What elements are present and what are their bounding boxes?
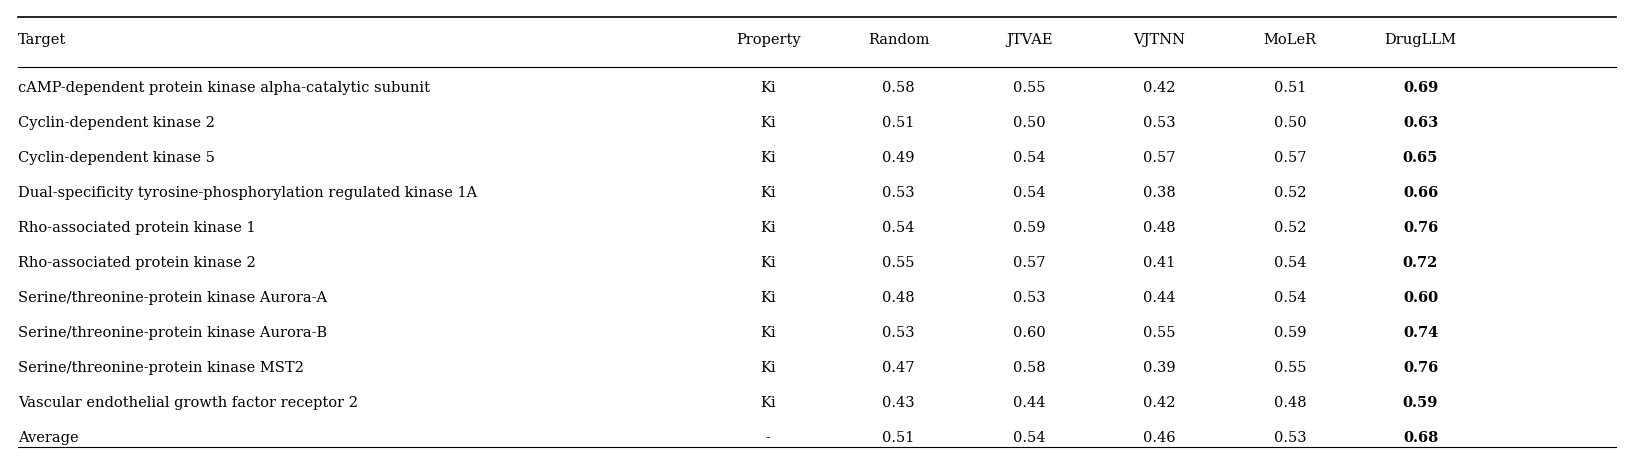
- Text: 0.57: 0.57: [1013, 256, 1046, 270]
- Text: Ki: Ki: [760, 361, 776, 375]
- Text: 0.72: 0.72: [1404, 256, 1438, 270]
- Text: -: -: [766, 431, 771, 445]
- Text: 0.51: 0.51: [882, 431, 915, 445]
- Text: VJTNN: VJTNN: [1134, 33, 1186, 47]
- Text: 0.66: 0.66: [1404, 186, 1438, 200]
- Text: 0.44: 0.44: [1144, 291, 1176, 305]
- Text: 0.59: 0.59: [1275, 326, 1306, 340]
- Text: 0.68: 0.68: [1404, 431, 1438, 445]
- Text: 0.55: 0.55: [882, 256, 915, 270]
- Text: cAMP-dependent protein kinase alpha-catalytic subunit: cAMP-dependent protein kinase alpha-cata…: [18, 81, 430, 94]
- Text: Cyclin-dependent kinase 5: Cyclin-dependent kinase 5: [18, 151, 214, 165]
- Text: Rho-associated protein kinase 1: Rho-associated protein kinase 1: [18, 221, 255, 235]
- Text: 0.58: 0.58: [1013, 361, 1046, 375]
- Text: Dual-specificity tyrosine-phosphorylation regulated kinase 1A: Dual-specificity tyrosine-phosphorylatio…: [18, 186, 477, 200]
- Text: 0.54: 0.54: [1013, 431, 1046, 445]
- Text: 0.76: 0.76: [1404, 361, 1438, 375]
- Text: 0.55: 0.55: [1144, 326, 1176, 340]
- Text: 0.48: 0.48: [1275, 396, 1306, 410]
- Text: 0.50: 0.50: [1013, 115, 1046, 130]
- Text: 0.63: 0.63: [1404, 115, 1438, 130]
- Text: 0.69: 0.69: [1404, 81, 1438, 94]
- Text: 0.58: 0.58: [882, 81, 915, 94]
- Text: Ki: Ki: [760, 186, 776, 200]
- Text: 0.53: 0.53: [882, 326, 915, 340]
- Text: 0.55: 0.55: [1013, 81, 1046, 94]
- Text: Rho-associated protein kinase 2: Rho-associated protein kinase 2: [18, 256, 255, 270]
- Text: 0.53: 0.53: [882, 186, 915, 200]
- Text: MoLeR: MoLeR: [1263, 33, 1317, 47]
- Text: Cyclin-dependent kinase 2: Cyclin-dependent kinase 2: [18, 115, 214, 130]
- Text: 0.38: 0.38: [1144, 186, 1176, 200]
- Text: 0.51: 0.51: [1275, 81, 1306, 94]
- Text: Vascular endothelial growth factor receptor 2: Vascular endothelial growth factor recep…: [18, 396, 358, 410]
- Text: 0.65: 0.65: [1404, 151, 1438, 165]
- Text: Ki: Ki: [760, 326, 776, 340]
- Text: 0.49: 0.49: [882, 151, 915, 165]
- Text: 0.54: 0.54: [1013, 186, 1046, 200]
- Text: JTVAE: JTVAE: [1007, 33, 1052, 47]
- Text: 0.57: 0.57: [1144, 151, 1176, 165]
- Text: Ki: Ki: [760, 291, 776, 305]
- Text: 0.54: 0.54: [1013, 151, 1046, 165]
- Text: Ki: Ki: [760, 81, 776, 94]
- Text: Average: Average: [18, 431, 78, 445]
- Text: 0.59: 0.59: [1013, 221, 1046, 235]
- Text: 0.42: 0.42: [1144, 396, 1176, 410]
- Text: Ki: Ki: [760, 115, 776, 130]
- Text: 0.48: 0.48: [882, 291, 915, 305]
- Text: 0.53: 0.53: [1275, 431, 1306, 445]
- Text: 0.44: 0.44: [1013, 396, 1046, 410]
- Text: 0.55: 0.55: [1275, 361, 1306, 375]
- Text: Serine/threonine-protein kinase Aurora-A: Serine/threonine-protein kinase Aurora-A: [18, 291, 327, 305]
- Text: 0.39: 0.39: [1144, 361, 1176, 375]
- Text: 0.43: 0.43: [882, 396, 915, 410]
- Text: 0.46: 0.46: [1144, 431, 1176, 445]
- Text: 0.47: 0.47: [882, 361, 915, 375]
- Text: 0.74: 0.74: [1404, 326, 1438, 340]
- Text: 0.54: 0.54: [882, 221, 915, 235]
- Text: 0.42: 0.42: [1144, 81, 1176, 94]
- Text: 0.52: 0.52: [1275, 221, 1306, 235]
- Text: 0.53: 0.53: [1013, 291, 1046, 305]
- Text: Serine/threonine-protein kinase MST2: Serine/threonine-protein kinase MST2: [18, 361, 304, 375]
- Text: 0.57: 0.57: [1275, 151, 1306, 165]
- Text: 0.50: 0.50: [1275, 115, 1306, 130]
- Text: 0.54: 0.54: [1275, 256, 1306, 270]
- Text: 0.76: 0.76: [1404, 221, 1438, 235]
- Text: 0.53: 0.53: [1144, 115, 1176, 130]
- Text: 0.48: 0.48: [1144, 221, 1176, 235]
- Text: Ki: Ki: [760, 151, 776, 165]
- Text: Target: Target: [18, 33, 65, 47]
- Text: 0.52: 0.52: [1275, 186, 1306, 200]
- Text: Property: Property: [735, 33, 801, 47]
- Text: 0.60: 0.60: [1013, 326, 1046, 340]
- Text: DrugLLM: DrugLLM: [1384, 33, 1456, 47]
- Text: Serine/threonine-protein kinase Aurora-B: Serine/threonine-protein kinase Aurora-B: [18, 326, 327, 340]
- Text: 0.51: 0.51: [882, 115, 915, 130]
- Text: 0.59: 0.59: [1404, 396, 1438, 410]
- Text: 0.41: 0.41: [1144, 256, 1176, 270]
- Text: Ki: Ki: [760, 396, 776, 410]
- Text: 0.54: 0.54: [1275, 291, 1306, 305]
- Text: Ki: Ki: [760, 221, 776, 235]
- Text: Random: Random: [868, 33, 930, 47]
- Text: Ki: Ki: [760, 256, 776, 270]
- Text: 0.60: 0.60: [1404, 291, 1438, 305]
